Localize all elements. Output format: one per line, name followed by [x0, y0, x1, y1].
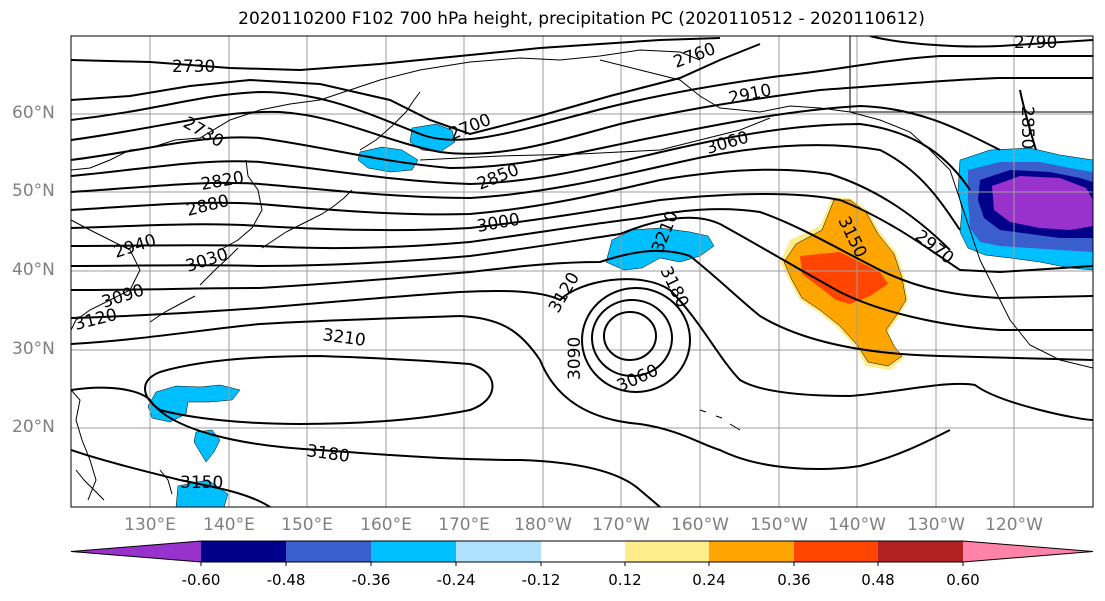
lon-label: 150°W	[750, 515, 808, 535]
coastline-alaska	[599, 59, 1093, 369]
colorbar-label: 0.60	[946, 571, 980, 589]
coastline-hawaii	[699, 409, 741, 431]
colorbar-label: 0.48	[861, 571, 895, 589]
lon-label: 150°E	[281, 515, 333, 535]
lat-label: 30°N	[12, 339, 55, 359]
precip-patch	[193, 429, 221, 463]
contour-line	[71, 37, 721, 72]
colorbar-label: 0.12	[608, 571, 642, 589]
coastline-philippines	[75, 469, 173, 501]
colorbar-swatch	[456, 541, 541, 562]
colorbar-label: -0.48	[266, 571, 306, 589]
contour-line	[71, 192, 1093, 274]
contour-line	[71, 208, 1093, 300]
contour-line	[144, 354, 494, 426]
lon-label: 140°E	[203, 515, 255, 535]
contour-line	[603, 311, 657, 361]
colorbar-swatch	[71, 541, 201, 562]
contour-line	[71, 77, 1093, 155]
coastline-aleutians	[419, 117, 771, 161]
contour-line	[1019, 89, 1037, 151]
colorbar-swatch	[794, 541, 878, 562]
contour-line	[71, 449, 271, 507]
map-frame	[70, 35, 1094, 508]
contour-line	[591, 299, 673, 377]
contour-line	[71, 122, 971, 191]
precip-patch	[992, 176, 1093, 230]
colorbar-swatch	[541, 541, 625, 562]
colorbar-swatch	[286, 541, 371, 562]
lon-label: 130°W	[907, 515, 965, 535]
precip-patch	[800, 252, 888, 304]
contour-label: 3090	[565, 337, 585, 380]
lon-label: 170°E	[438, 515, 490, 535]
contour-line	[71, 104, 1001, 170]
lon-label: 170°W	[592, 515, 650, 535]
contour-label: 3150	[180, 473, 223, 493]
colorbar-label: 0.36	[777, 571, 811, 589]
lat-label: 60°N	[12, 103, 55, 123]
contour-line	[71, 144, 961, 231]
lon-label: 180°W	[514, 515, 572, 535]
lon-label: 160°W	[671, 515, 729, 535]
colorbar-swatch	[878, 541, 963, 562]
coastline-kurils	[261, 189, 353, 249]
precip-shading	[147, 123, 1093, 507]
contour-line	[71, 386, 661, 507]
lat-label: 50°N	[12, 181, 55, 201]
contour-line	[71, 278, 1093, 421]
contour-label: 2730	[172, 57, 215, 77]
contour-line	[581, 287, 691, 393]
contour-line	[869, 36, 1093, 48]
colorbar	[70, 540, 1094, 566]
coastline-korea-china	[71, 219, 141, 331]
colorbar-label: -0.24	[436, 571, 476, 589]
lon-label: 120°W	[985, 515, 1043, 535]
coastline-japan	[149, 159, 263, 323]
contour-line	[71, 216, 1093, 331]
lon-label: 160°E	[360, 515, 412, 535]
coastline-kamchatka	[359, 91, 421, 151]
colorbar-label: -0.36	[351, 571, 391, 589]
coastline-china-south	[71, 389, 97, 501]
contour-line	[71, 55, 1093, 141]
contour-line	[71, 168, 951, 251]
colorbar-label: -0.60	[181, 571, 221, 589]
colorbar-swatch	[625, 541, 709, 562]
contour-label: 2790	[1014, 33, 1057, 53]
colorbar-swatch	[963, 541, 1093, 562]
lon-label: 130°E	[124, 515, 176, 535]
contour-line	[71, 314, 951, 470]
colorbar-swatch	[709, 541, 794, 562]
coastline-canada	[849, 36, 1093, 113]
colorbar-label: -0.12	[521, 571, 561, 589]
colorbar-label: 0.24	[692, 571, 726, 589]
contour-label: 2850	[1017, 106, 1037, 149]
lat-label: 20°N	[12, 417, 55, 437]
colorbar-swatch	[201, 541, 286, 562]
colorbar-swatch	[371, 541, 456, 562]
height-contours	[71, 36, 1093, 507]
lon-label: 140°W	[828, 515, 886, 535]
lat-label: 40°N	[12, 260, 55, 280]
map-title: 2020110200 F102 700 hPa height, precipit…	[238, 9, 925, 29]
contour-line	[71, 43, 761, 136]
contour-line	[71, 249, 1093, 361]
